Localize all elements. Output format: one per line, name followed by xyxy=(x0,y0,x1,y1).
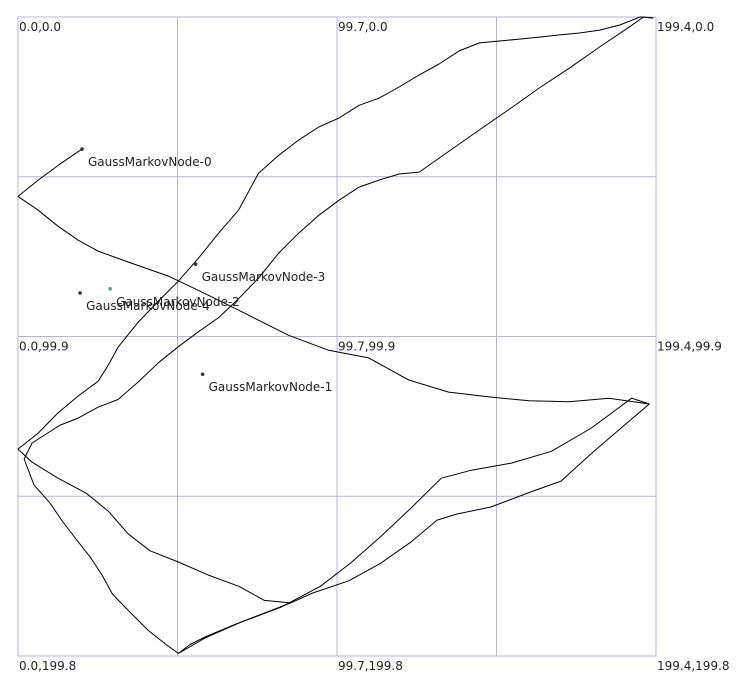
node-1-marker xyxy=(200,372,205,377)
node-0-label: GaussMarkovNode-0 xyxy=(88,155,212,169)
node-3-marker xyxy=(193,262,198,267)
coordinate-labels: 0.0,0.0 99.7,0.0 199.4,0.0 0.0,99.9 99.7,99.… xyxy=(19,20,730,673)
trajectory-c xyxy=(17,16,654,450)
node-4-label: GaussMarkovNode-4 xyxy=(86,299,210,313)
coord-label-tr: 199.4,0.0 xyxy=(657,20,714,34)
trajectory-a xyxy=(17,16,654,654)
coord-label-bl: 0.0,199.8 xyxy=(19,659,76,673)
node-3-label: GaussMarkovNode-3 xyxy=(202,270,326,284)
coord-label-br: 199.4,199.8 xyxy=(657,659,730,673)
node-4-marker xyxy=(78,291,82,295)
node-0-marker xyxy=(80,147,84,151)
node-markers: GaussMarkovNode-0 GaussMarkovNode-1 GaussM… xyxy=(78,147,332,394)
coord-label-tl: 0.0,0.0 xyxy=(19,20,61,34)
node-1-label: GaussMarkovNode-1 xyxy=(209,380,333,394)
coord-label-mm: 99.7,99.9 xyxy=(338,340,395,354)
coord-label-ml: 0.0,99.9 xyxy=(19,340,69,354)
coord-label-bm: 99.7,199.8 xyxy=(338,659,403,673)
node-2-label: GaussMarkovNode-2 xyxy=(116,295,240,309)
coord-label-mr: 199.4,99.9 xyxy=(657,340,722,354)
trajectory-paths xyxy=(17,16,654,654)
trajectory-d xyxy=(17,448,291,604)
coord-label-tm: 99.7,0.0 xyxy=(338,20,388,34)
node-2-marker xyxy=(108,287,112,291)
grid xyxy=(17,16,657,657)
trajectory-b xyxy=(178,397,650,654)
